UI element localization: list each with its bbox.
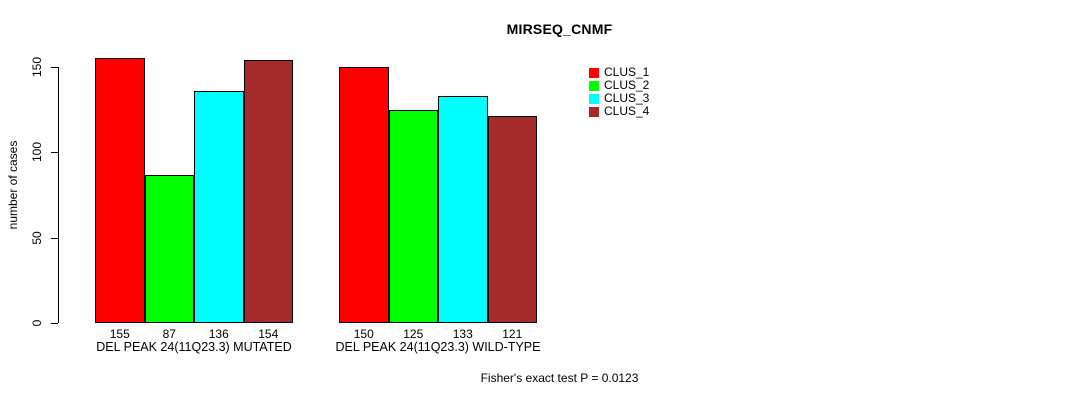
group-label: DEL PEAK 24(11Q23.3) WILD-TYPE [335, 340, 541, 354]
bar-clus_1-group1 [95, 58, 145, 323]
legend-item-clus_1: CLUS_1 [589, 66, 649, 79]
legend: CLUS_1 CLUS_2 CLUS_3 CLUS_4 [589, 66, 649, 118]
y-axis-title: number of cases [6, 140, 20, 230]
bar-value-label: 87 [162, 327, 176, 341]
y-axis-tick [51, 237, 58, 239]
bar-value-label: 133 [452, 327, 473, 341]
y-axis-tick [51, 323, 58, 324]
group-label: DEL PEAK 24(11Q23.3) MUTATED [96, 340, 292, 354]
bar-value-label: 121 [502, 327, 523, 341]
fisher-test-note: Fisher's exact test P = 0.0123 [480, 371, 639, 385]
legend-item-clus_3: CLUS_3 [589, 92, 649, 105]
y-axis-tick [51, 67, 58, 68]
y-axis-tick-label: 0 [30, 319, 44, 327]
legend-swatch-clus_4 [589, 106, 599, 117]
bar-clus_3-group2 [438, 96, 488, 323]
bar-value-label: 150 [353, 327, 374, 341]
legend-label: CLUS_2 [604, 78, 650, 92]
legend-swatch-clus_3 [589, 93, 599, 104]
legend-label: CLUS_1 [604, 65, 650, 79]
bar-clus_2-group1 [144, 174, 194, 323]
bar-clus_4-group1 [243, 60, 293, 323]
bar-value-label: 154 [258, 327, 279, 341]
legend-label: CLUS_3 [604, 91, 650, 105]
y-axis-tick-label: 50 [30, 230, 44, 245]
legend-item-clus_2: CLUS_2 [589, 79, 649, 92]
y-axis-line [58, 67, 59, 323]
bar-clus_1-group2 [339, 67, 389, 323]
bar-value-label: 155 [109, 327, 130, 341]
bar-value-label: 136 [208, 327, 229, 341]
bar-value-label: 125 [403, 327, 424, 341]
legend-item-clus_4: CLUS_4 [589, 105, 649, 118]
bar-clus_3-group1 [194, 90, 244, 323]
legend-label: CLUS_4 [604, 104, 650, 118]
bar-clus_2-group2 [388, 109, 438, 323]
chart-title: MIRSEQ_CNMF [506, 21, 613, 37]
y-axis-tick-label: 100 [30, 142, 44, 163]
legend-swatch-clus_1 [589, 67, 599, 78]
bar-clus_4-group2 [487, 116, 537, 323]
y-axis-tick-label: 150 [30, 56, 44, 78]
legend-swatch-clus_2 [589, 80, 599, 91]
y-axis-tick [51, 152, 58, 154]
